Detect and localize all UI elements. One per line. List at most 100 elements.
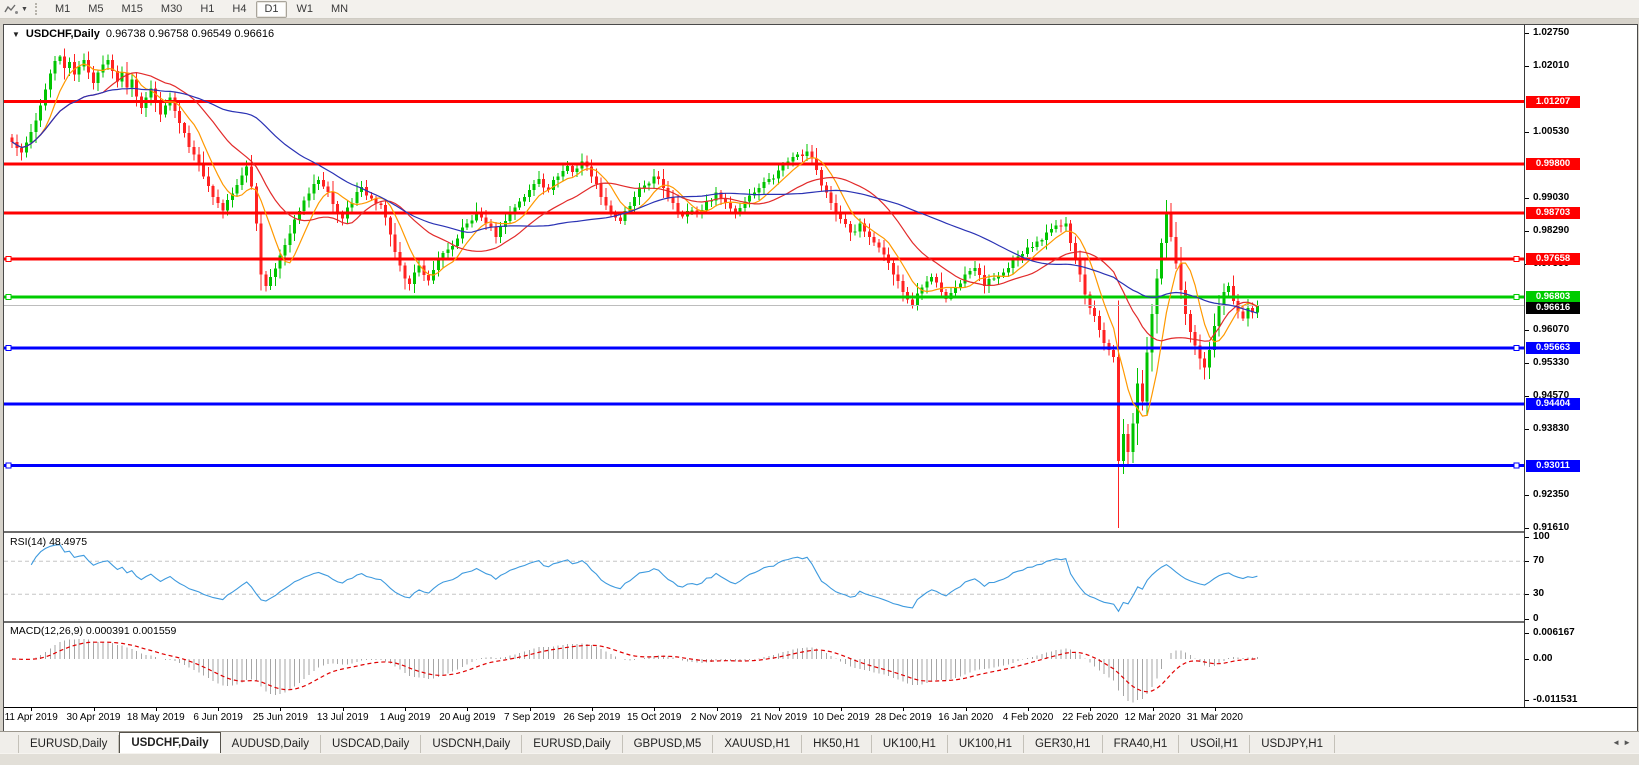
tab-scroll-nav: ◄►	[1612, 738, 1634, 747]
rsi-tick-label: 100	[1533, 530, 1550, 542]
rsi-tick-mark	[1525, 561, 1529, 563]
price-tick-mark	[1525, 396, 1529, 398]
status-strip	[0, 753, 1639, 765]
chart-tab-10-UK100-H1[interactable]: UK100,H1	[948, 735, 1024, 753]
date-tick-mark	[1090, 708, 1092, 711]
chart-tab-0-EURUSD-Daily[interactable]: EURUSD,Daily	[18, 735, 120, 753]
price-tick-label: 0.95330	[1533, 356, 1570, 368]
chart-window: ▼ USDCHF,Daily 0.96738 0.96758 0.96549 0…	[3, 24, 1638, 731]
timeframe-button-M30[interactable]: M30	[160, 2, 183, 15]
price-tick-label: 0.93830	[1533, 423, 1570, 435]
candles-layer	[10, 48, 1259, 528]
date-tick-label: 21 Nov 2019	[750, 712, 808, 723]
rsi-tick-mark	[1525, 594, 1529, 596]
date-tick-mark	[841, 708, 843, 711]
date-tick-mark	[529, 708, 531, 711]
macd-tick-label: 0.00	[1533, 653, 1553, 664]
moving-average-slow	[11, 87, 1258, 314]
price-tick-mark	[1525, 527, 1529, 529]
date-tick-mark	[591, 708, 593, 711]
chart-tab-13-USOil-H1[interactable]: USOil,H1	[1179, 735, 1251, 753]
chart-tab-14-USDJPY-H1[interactable]: USDJPY,H1	[1250, 735, 1335, 753]
current-price-badge: 0.96616	[1526, 302, 1580, 315]
date-tick-label: 22 Feb 2020	[1062, 712, 1119, 723]
timeframe-button-H4[interactable]: H4	[232, 2, 247, 15]
macd-label: MACD(12,26,9) 0.000391 0.001559	[10, 625, 177, 637]
chart-tab-4-USDCNH-Daily[interactable]: USDCNH,Daily	[421, 735, 523, 753]
timeframe-button-MN[interactable]: MN	[331, 2, 349, 15]
time-axis[interactable]: 11 Apr 2019 30 Apr 2019 18 May 2019 6 Jun 2…	[4, 707, 1637, 731]
date-tick-label: 16 Jan 2020	[938, 712, 994, 723]
chart-tab-9-UK100-H1[interactable]: UK100,H1	[872, 735, 948, 753]
tab-scroll-left-icon[interactable]: ◄	[1612, 738, 1624, 747]
date-tick-mark	[1152, 708, 1154, 711]
price-line-badge-0.93011: 0.93011	[1526, 459, 1580, 472]
price-tick-label: 0.98290	[1533, 225, 1570, 237]
crosshair-tool-icon[interactable]	[4, 3, 19, 15]
date-tick-mark	[654, 708, 656, 711]
timeframe-button-M15[interactable]: M15	[121, 2, 143, 15]
macd-tick-mark	[1525, 659, 1529, 660]
chart-tab-12-FRA40-H1[interactable]: FRA40,H1	[1103, 735, 1180, 753]
date-tick-label: 7 Sep 2019	[504, 712, 556, 723]
tab-scroll-right-icon[interactable]: ►	[1623, 738, 1634, 747]
date-tick-mark	[93, 708, 95, 711]
rsi-tick-label: 0	[1533, 613, 1539, 624]
moving-average-medium	[11, 71, 1258, 342]
price-line-badge-0.95663: 0.95663	[1526, 341, 1580, 354]
date-tick-mark	[405, 708, 406, 711]
date-tick-label: 20 Aug 2019	[439, 712, 496, 723]
timeframe-button-W1[interactable]: W1	[296, 2, 314, 15]
date-tick-mark	[218, 708, 220, 711]
date-tick-label: 15 Oct 2019	[626, 712, 682, 723]
timeframe-button-M1[interactable]: M1	[54, 2, 71, 15]
chart-tab-1-USDCHF-Daily[interactable]: USDCHF,Daily	[119, 732, 221, 754]
chart-tab-3-USDCAD-Daily[interactable]: USDCAD,Daily	[321, 735, 422, 753]
rsi-tick-label: 70	[1533, 555, 1545, 567]
date-tick-mark	[280, 708, 282, 711]
rsi-tick-label: 30	[1533, 588, 1545, 600]
date-tick-mark	[31, 708, 33, 711]
price-line-badge-0.98703: 0.98703	[1526, 206, 1580, 219]
date-tick-label: 18 May 2019	[126, 712, 185, 723]
price-tick-label: 1.02750	[1533, 27, 1570, 38]
chart-title: ▼ USDCHF,Daily 0.96738 0.96758 0.96549 0…	[12, 28, 274, 40]
price-line-badge-1.01207: 1.01207	[1526, 95, 1580, 108]
timeframe-button-H1[interactable]: H1	[200, 2, 215, 15]
macd-tick-label: -0.011531	[1533, 694, 1578, 705]
timeframe-button-D1[interactable]: D1	[256, 0, 287, 18]
price-line-badge-0.99800: 0.99800	[1526, 158, 1580, 171]
date-tick-label: 4 Feb 2020	[1002, 712, 1054, 723]
date-tick-label: 13 Jul 2019	[316, 712, 369, 723]
tool-dropdown-caret-icon[interactable]: ▼	[21, 5, 28, 13]
price-line-badge-0.97658: 0.97658	[1526, 253, 1580, 266]
date-tick-label: 30 Apr 2019	[66, 712, 121, 723]
chart-tab-2-AUDUSD-Daily[interactable]: AUDUSD,Daily	[221, 735, 321, 753]
chart-tab-6-GBPUSD-M5[interactable]: GBPUSD,M5	[623, 735, 714, 753]
chart-canvas[interactable]	[4, 25, 1524, 730]
pane-separator	[4, 621, 1524, 623]
chart-tab-bar: EURUSD,Daily USDCHF,Daily AUDUSD,Daily USDC…	[0, 731, 1639, 754]
price-tick-mark	[1525, 495, 1529, 497]
chart-tab-7-XAUUSD-H1[interactable]: XAUUSD,H1	[713, 735, 803, 753]
macd-tick-label: 0.006167	[1533, 626, 1575, 638]
date-tick-mark	[342, 708, 344, 711]
chart-tab-5-EURUSD-Daily[interactable]: EURUSD,Daily	[522, 735, 623, 753]
price-tick-mark	[1525, 429, 1529, 431]
price-axis[interactable]: 1.027501.020101.005300.990300.982900.975…	[1524, 25, 1637, 707]
chart-tab-11-GER30-H1[interactable]: GER30,H1	[1024, 735, 1103, 753]
timeframe-button-M5[interactable]: M5	[88, 2, 104, 15]
price-tick-label: 0.96070	[1533, 323, 1570, 335]
macd-tick-mark	[1525, 632, 1529, 634]
date-tick-label: 28 Dec 2019	[875, 712, 932, 723]
price-tick-mark	[1525, 231, 1529, 233]
macd-signal-line	[11, 641, 1258, 693]
chart-tab-8-HK50-H1[interactable]: HK50,H1	[802, 735, 872, 753]
price-line-badge-0.96803: 0.96803	[1526, 291, 1580, 304]
chart-collapse-icon[interactable]: ▼	[12, 29, 20, 39]
price-tick-label: 0.91610	[1533, 521, 1570, 533]
chart-tools-group[interactable]: ▼	[0, 3, 32, 15]
date-tick-mark	[1028, 708, 1029, 711]
pane-separator	[4, 531, 1524, 533]
price-tick-label: 1.02010	[1533, 59, 1570, 71]
